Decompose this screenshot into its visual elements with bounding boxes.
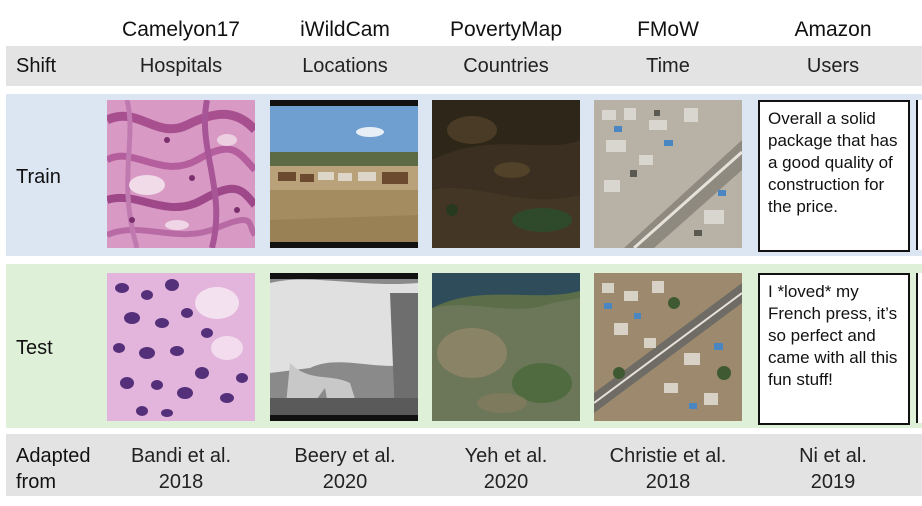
iwildcam-train-image: [270, 100, 418, 248]
cite-camelyon17-year: 2018: [158, 471, 204, 493]
amazon-test-review: I *loved* my French press, it’s so perfe…: [758, 273, 910, 425]
cite-amazon: Ni et al. 2019: [753, 443, 913, 495]
cite-amazon-authors: Ni et al.: [799, 445, 867, 467]
fmow-test-image: [594, 273, 742, 421]
povertymap-test-image: [432, 273, 580, 421]
shift-iwildcam: Locations: [302, 55, 388, 77]
cite-iwildcam-authors: Beery et al.: [294, 445, 396, 467]
cite-povertymap-authors: Yeh et al.: [464, 445, 548, 467]
row-label-shift: Shift: [16, 55, 57, 77]
iwildcam-test-image: [270, 273, 418, 421]
row-label-adapted-from: Adapted from: [16, 443, 91, 495]
column-header-povertymap: PovertyMap: [449, 18, 563, 41]
cite-camelyon17: Bandi et al. 2018: [101, 443, 261, 495]
shift-camelyon17: Hospitals: [139, 55, 223, 77]
row-label-test: Test: [16, 337, 53, 359]
next-panel-edge-train: [916, 100, 922, 250]
cite-fmow-year: 2018: [645, 471, 691, 493]
povertymap-train-image: [432, 100, 580, 248]
shift-povertymap: Countries: [463, 55, 549, 77]
adapted-label-line2: from: [16, 471, 56, 493]
fmow-train-image: [594, 100, 742, 248]
camelyon17-train-image: [107, 100, 255, 248]
adapted-row-band: [6, 434, 922, 496]
amazon-train-review: Overall a solid package that has a good …: [758, 100, 910, 252]
column-header-camelyon17: Camelyon17: [122, 18, 240, 41]
shift-fmow: Time: [646, 55, 690, 77]
next-panel-edge-test: [916, 273, 922, 423]
cite-camelyon17-authors: Bandi et al.: [130, 445, 232, 467]
shift-row-band: [6, 46, 922, 86]
shift-amazon: Users: [806, 55, 860, 77]
cite-fmow-authors: Christie et al.: [609, 445, 727, 467]
cite-amazon-year: 2019: [810, 471, 856, 493]
column-header-iwildcam: iWildCam: [300, 18, 390, 41]
column-header-fmow: FMoW: [637, 18, 699, 41]
cite-povertymap: Yeh et al. 2020: [426, 443, 586, 495]
cite-iwildcam: Beery et al. 2020: [265, 443, 425, 495]
camelyon17-test-image: [107, 273, 255, 421]
column-header-amazon: Amazon: [794, 18, 872, 41]
cite-iwildcam-year: 2020: [322, 471, 368, 493]
row-label-train: Train: [16, 166, 61, 188]
cite-fmow: Christie et al. 2018: [588, 443, 748, 495]
adapted-label-line1: Adapted: [16, 445, 91, 467]
cite-povertymap-year: 2020: [483, 471, 529, 493]
